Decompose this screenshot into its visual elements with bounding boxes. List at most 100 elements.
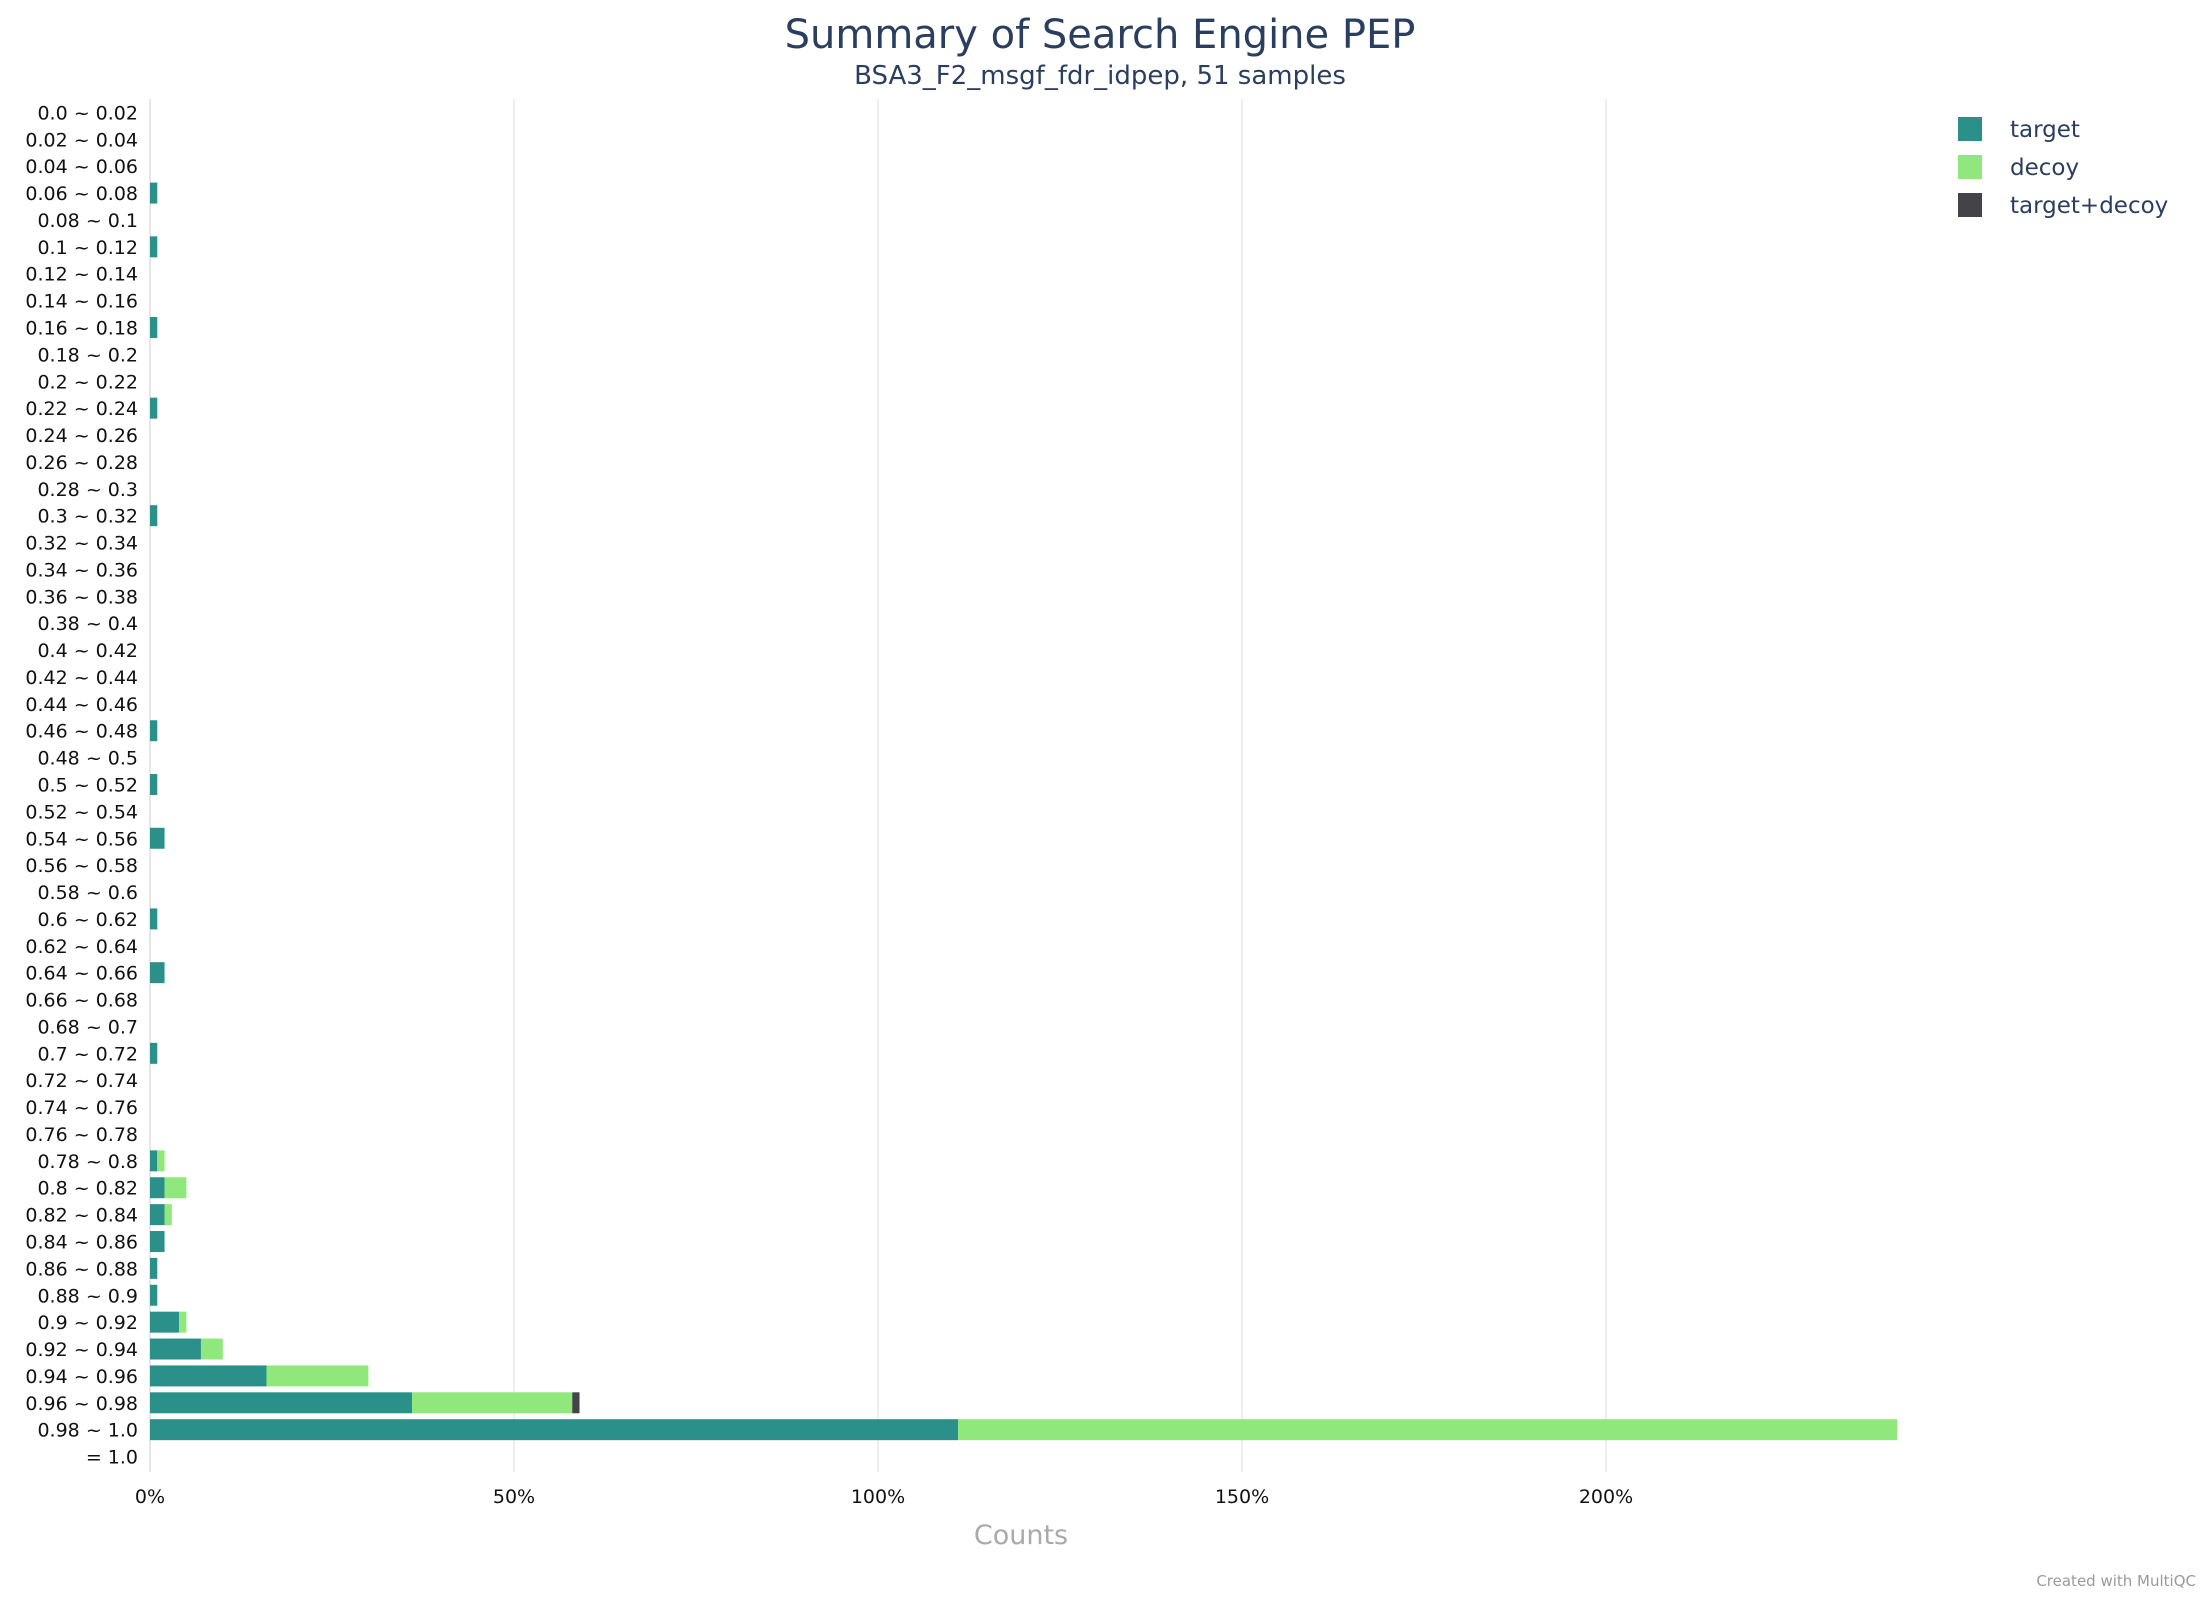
category-label: 0.02 ~ 0.04	[25, 129, 138, 151]
category-label: 0.18 ~ 0.2	[37, 344, 138, 366]
category-label: 0.0 ~ 0.02	[37, 102, 138, 124]
category-label: 0.86 ~ 0.88	[25, 1258, 138, 1280]
category-label: 0.74 ~ 0.76	[25, 1097, 138, 1119]
bar-segment-target[interactable]	[150, 1284, 158, 1306]
legend-item[interactable]: target+decoy	[1958, 193, 2168, 219]
bars[interactable]	[150, 182, 1898, 1441]
bar-segment-target[interactable]	[150, 317, 158, 338]
category-label: 0.38 ~ 0.4	[37, 613, 138, 635]
legend-swatch	[1958, 155, 1982, 179]
bar-segment-target[interactable]	[150, 1150, 158, 1172]
bar-segment-target[interactable]	[150, 774, 158, 795]
bar-segment-decoy[interactable]	[157, 1150, 165, 1172]
category-label: 0.46 ~ 0.48	[25, 721, 138, 743]
category-label: 0.56 ~ 0.58	[25, 855, 138, 877]
chart-title: Summary of Search Engine PEP	[785, 12, 1416, 58]
category-label: 0.08 ~ 0.1	[37, 210, 138, 232]
category-label: 0.84 ~ 0.86	[25, 1232, 138, 1254]
bar-segment-target[interactable]	[150, 1204, 165, 1226]
legend-swatch	[1958, 193, 1982, 217]
category-label: 0.96 ~ 0.98	[25, 1393, 138, 1415]
bar-segment-decoy[interactable]	[266, 1365, 369, 1387]
bar-segment-target[interactable]	[150, 1338, 201, 1360]
category-label: 0.78 ~ 0.8	[37, 1151, 138, 1173]
bar-segment-target[interactable]	[150, 1042, 158, 1064]
category-label: 0.7 ~ 0.72	[37, 1043, 138, 1065]
category-label: 0.58 ~ 0.6	[37, 882, 138, 904]
x-axis-title: Counts	[974, 1520, 1068, 1551]
bar-segment-target[interactable]	[150, 1365, 267, 1387]
x-tick-label: 50%	[493, 1486, 535, 1508]
bar-segment-target[interactable]	[150, 908, 158, 930]
category-label: 0.12 ~ 0.14	[25, 264, 138, 286]
bar-segment-target[interactable]	[150, 1257, 158, 1279]
bar-segment-target-decoy[interactable]	[572, 1392, 580, 1414]
category-label: 0.42 ~ 0.44	[25, 667, 138, 689]
category-label: 0.22 ~ 0.24	[25, 398, 138, 420]
category-label: 0.52 ~ 0.54	[25, 801, 138, 823]
legend-item[interactable]: target	[1958, 117, 2080, 143]
bar-segment-target[interactable]	[150, 827, 165, 849]
category-label: 0.34 ~ 0.36	[25, 559, 138, 581]
category-label: 0.14 ~ 0.16	[25, 291, 138, 313]
bar-segment-target[interactable]	[150, 1419, 959, 1441]
category-label: 0.62 ~ 0.64	[25, 936, 138, 958]
category-label: 0.72 ~ 0.74	[25, 1070, 138, 1092]
x-tick-label: 200%	[1579, 1486, 1633, 1508]
category-label: 0.92 ~ 0.94	[25, 1339, 138, 1361]
x-tick-label: 0%	[135, 1486, 165, 1508]
legend[interactable]: target decoy target+decoy	[1958, 117, 2168, 219]
category-label: 0.54 ~ 0.56	[25, 828, 138, 850]
x-tick-label: 100%	[851, 1486, 905, 1508]
bar-segment-decoy[interactable]	[164, 1177, 187, 1199]
bar-segment-target[interactable]	[150, 182, 158, 204]
category-label: 0.66 ~ 0.68	[25, 990, 138, 1012]
category-label: 0.88 ~ 0.9	[37, 1285, 138, 1307]
category-label: 0.16 ~ 0.18	[25, 318, 138, 340]
bar-segment-target[interactable]	[150, 1231, 165, 1252]
category-label: 0.44 ~ 0.46	[25, 694, 138, 716]
bar-segment-decoy[interactable]	[179, 1311, 187, 1333]
bar-segment-target[interactable]	[150, 397, 158, 419]
bar-segment-decoy[interactable]	[958, 1419, 1898, 1441]
category-label: 0.36 ~ 0.38	[25, 586, 138, 608]
category-label: 0.48 ~ 0.5	[37, 748, 138, 770]
bar-segment-target[interactable]	[150, 236, 158, 258]
legend-label: decoy	[2010, 155, 2079, 181]
category-label: 0.04 ~ 0.06	[25, 156, 138, 178]
category-label: 0.2 ~ 0.22	[37, 371, 138, 393]
category-label: 0.9 ~ 0.92	[37, 1312, 138, 1334]
credit-text: Created with MultiQC	[2036, 1572, 2196, 1590]
category-label: 0.68 ~ 0.7	[37, 1016, 138, 1038]
bar-segment-decoy[interactable]	[164, 1204, 172, 1226]
bar-segment-target[interactable]	[150, 962, 165, 984]
category-label: 0.98 ~ 1.0	[37, 1420, 138, 1442]
category-label: 0.28 ~ 0.3	[37, 479, 138, 501]
chart-subtitle: BSA3_F2_msgf_fdr_idpep, 51 samples	[854, 61, 1346, 91]
bar-segment-decoy[interactable]	[412, 1392, 573, 1414]
x-tick-label: 150%	[1215, 1486, 1269, 1508]
bar-segment-decoy[interactable]	[200, 1338, 223, 1360]
bar-segment-target[interactable]	[150, 1311, 180, 1333]
category-label: 0.26 ~ 0.28	[25, 452, 138, 474]
category-label: 0.94 ~ 0.96	[25, 1366, 138, 1388]
category-label: 0.3 ~ 0.32	[37, 506, 138, 528]
category-labels: 0.0 ~ 0.02 0.02 ~ 0.04 0.04 ~ 0.06 0.06 ~ 0…	[25, 102, 138, 1468]
category-label: = 1.0	[86, 1447, 138, 1469]
category-label: 0.1 ~ 0.12	[37, 237, 138, 259]
bar-segment-target[interactable]	[150, 1392, 413, 1414]
category-label: 0.32 ~ 0.34	[25, 533, 138, 555]
category-label: 0.8 ~ 0.82	[37, 1178, 138, 1200]
category-label: 0.5 ~ 0.52	[37, 775, 138, 797]
category-label: 0.76 ~ 0.78	[25, 1124, 138, 1146]
category-label: 0.6 ~ 0.62	[37, 909, 138, 931]
bar-segment-target[interactable]	[150, 505, 158, 527]
legend-swatch	[1958, 117, 1982, 141]
category-label: 0.4 ~ 0.42	[37, 640, 138, 662]
category-label: 0.06 ~ 0.08	[25, 183, 138, 205]
legend-item[interactable]: decoy	[1958, 155, 2079, 181]
bar-segment-target[interactable]	[150, 1177, 165, 1199]
bar-segment-target[interactable]	[150, 720, 158, 742]
